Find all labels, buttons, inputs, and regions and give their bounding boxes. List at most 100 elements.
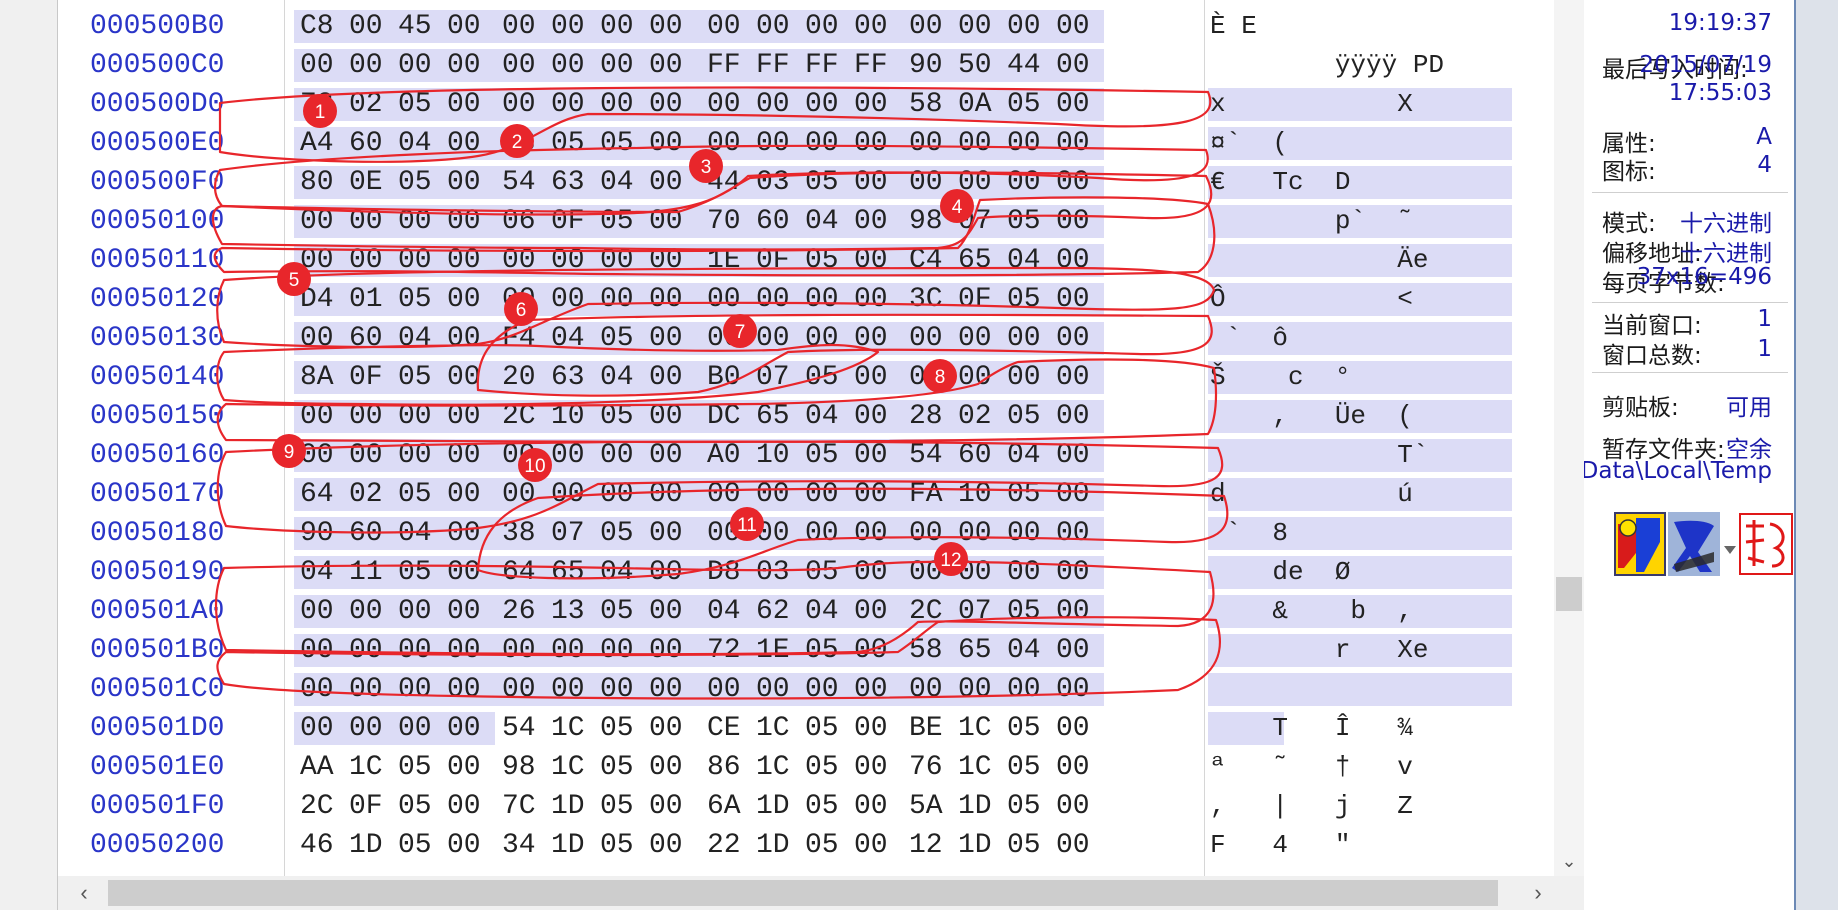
hex-byte[interactable]: 00: [447, 245, 481, 276]
hex-byte[interactable]: 00: [756, 89, 790, 120]
hex-byte[interactable]: 00: [447, 284, 481, 315]
hex-byte[interactable]: 65: [958, 635, 992, 666]
hex-byte[interactable]: 00: [1056, 167, 1090, 198]
ascii-text[interactable]: F 4 ": [1210, 830, 1351, 860]
hex-byte[interactable]: 2C: [909, 596, 943, 627]
hex-byte[interactable]: 00: [958, 518, 992, 549]
hex-byte[interactable]: 05: [600, 791, 634, 822]
hex-byte[interactable]: 00: [1056, 596, 1090, 627]
hex-byte[interactable]: 05: [805, 557, 839, 588]
hex-byte[interactable]: 00: [600, 50, 634, 81]
hex-byte[interactable]: 04: [600, 362, 634, 393]
hex-byte[interactable]: D8: [707, 557, 741, 588]
hex-byte[interactable]: 00: [649, 362, 683, 393]
hex-byte[interactable]: 00: [909, 674, 943, 705]
hex-byte[interactable]: 00: [756, 479, 790, 510]
hex-byte[interactable]: CE: [707, 713, 741, 744]
hex-byte[interactable]: 05: [600, 752, 634, 783]
hex-byte[interactable]: 05: [1007, 206, 1041, 237]
hex-byte[interactable]: 00: [909, 167, 943, 198]
hex-byte[interactable]: 00: [1056, 752, 1090, 783]
hex-byte[interactable]: 38: [502, 518, 536, 549]
hex-byte[interactable]: 70: [707, 206, 741, 237]
ascii-text[interactable]: p` ˜: [1210, 206, 1413, 236]
hex-byte[interactable]: 00: [300, 401, 334, 432]
hex-byte[interactable]: 6A: [707, 791, 741, 822]
hex-byte[interactable]: 1D: [756, 791, 790, 822]
paint-tool-icon[interactable]: [1614, 512, 1666, 576]
hex-byte[interactable]: 05: [1007, 791, 1041, 822]
hex-byte[interactable]: 1D: [958, 830, 992, 861]
hex-byte[interactable]: 00: [805, 518, 839, 549]
hex-row[interactable]: 000500E0 A4 60 04 00 28 05 05 00 00 00 00 00 00 00 00 00…: [58, 124, 1554, 163]
hex-byte[interactable]: 04: [1007, 635, 1041, 666]
hex-byte[interactable]: 00: [447, 206, 481, 237]
ascii-text[interactable]: Äe: [1210, 245, 1429, 275]
hex-byte[interactable]: 00: [649, 713, 683, 744]
hex-row[interactable]: 00050100 00 00 00 00 06 0F 05 00 70 60 04 00 98 07 05 00…: [58, 202, 1554, 241]
hex-byte[interactable]: 05: [1007, 479, 1041, 510]
hex-byte[interactable]: 0E: [349, 167, 383, 198]
hex-byte[interactable]: 00: [502, 50, 536, 81]
ascii-text[interactable]: Š c °: [1210, 362, 1351, 392]
hex-byte[interactable]: 05: [1007, 89, 1041, 120]
hex-byte[interactable]: 04: [1007, 440, 1041, 471]
hex-byte[interactable]: 11: [349, 557, 383, 588]
hex-byte[interactable]: 00: [447, 674, 481, 705]
hex-byte[interactable]: 05: [600, 323, 634, 354]
hex-byte[interactable]: 00: [649, 518, 683, 549]
hex-byte[interactable]: 45: [398, 11, 432, 42]
hex-byte[interactable]: 1E: [756, 635, 790, 666]
hex-byte[interactable]: 00: [1007, 167, 1041, 198]
scroll-right-arrow-icon[interactable]: ›: [1534, 880, 1542, 905]
hex-byte[interactable]: 00: [1056, 713, 1090, 744]
hex-byte[interactable]: 00: [805, 323, 839, 354]
ascii-text[interactable]: T`: [1210, 440, 1429, 470]
hex-byte[interactable]: FF: [854, 50, 888, 81]
ascii-text[interactable]: x X: [1210, 89, 1413, 119]
hex-byte[interactable]: D4: [300, 284, 334, 315]
hex-byte[interactable]: 05: [805, 791, 839, 822]
hex-byte[interactable]: 04: [805, 596, 839, 627]
hex-byte[interactable]: FF: [756, 50, 790, 81]
hex-byte[interactable]: 00: [502, 284, 536, 315]
hex-byte[interactable]: 00: [600, 440, 634, 471]
hex-byte[interactable]: 8A: [300, 362, 334, 393]
hex-byte[interactable]: 00: [756, 323, 790, 354]
hex-byte[interactable]: 00: [1056, 674, 1090, 705]
hex-byte[interactable]: 50: [958, 50, 992, 81]
hex-byte[interactable]: 02: [349, 89, 383, 120]
ascii-text[interactable]: d ú: [1210, 479, 1413, 509]
hex-byte[interactable]: 00: [756, 674, 790, 705]
hex-byte[interactable]: 00: [1056, 284, 1090, 315]
horizontal-scrollbar[interactable]: ‹ ›: [58, 876, 1584, 910]
hex-byte[interactable]: 07: [958, 596, 992, 627]
hex-byte[interactable]: 00: [1056, 518, 1090, 549]
hex-byte[interactable]: 00: [551, 635, 585, 666]
hex-byte[interactable]: 05: [805, 635, 839, 666]
hex-row[interactable]: 00050130 00 60 04 00 F4 04 05 00 00 00 00 00 00 00 00 00…: [58, 319, 1554, 358]
hex-byte[interactable]: 04: [707, 596, 741, 627]
ascii-text[interactable]: ª ˜ † v: [1210, 752, 1413, 782]
hex-byte[interactable]: 00: [909, 11, 943, 42]
hex-byte[interactable]: 05: [600, 830, 634, 861]
scroll-down-arrow-icon[interactable]: ⌄: [1561, 851, 1577, 871]
hex-byte[interactable]: BE: [909, 713, 943, 744]
hex-byte[interactable]: 00: [551, 284, 585, 315]
hex-byte[interactable]: 05: [805, 362, 839, 393]
hex-byte[interactable]: 44: [1007, 50, 1041, 81]
hex-byte[interactable]: FF: [707, 50, 741, 81]
hex-byte[interactable]: 00: [1007, 11, 1041, 42]
hex-byte[interactable]: 04: [805, 206, 839, 237]
hex-byte[interactable]: 05: [600, 596, 634, 627]
ascii-text[interactable]: [1210, 670, 1518, 709]
hex-byte[interactable]: 05: [398, 791, 432, 822]
hex-byte[interactable]: 05: [1007, 401, 1041, 432]
hex-byte[interactable]: 05: [398, 479, 432, 510]
hex-byte[interactable]: 03: [756, 167, 790, 198]
hex-row[interactable]: 000500C0 00 00 00 00 00 00 00 00 FF FF FF FF 90 50 44 00…: [58, 46, 1554, 85]
ascii-text[interactable]: & b ,: [1210, 596, 1413, 626]
ascii-text[interactable]: € Tc D: [1210, 167, 1351, 197]
hex-byte[interactable]: 00: [551, 50, 585, 81]
hex-byte[interactable]: 2C: [502, 401, 536, 432]
